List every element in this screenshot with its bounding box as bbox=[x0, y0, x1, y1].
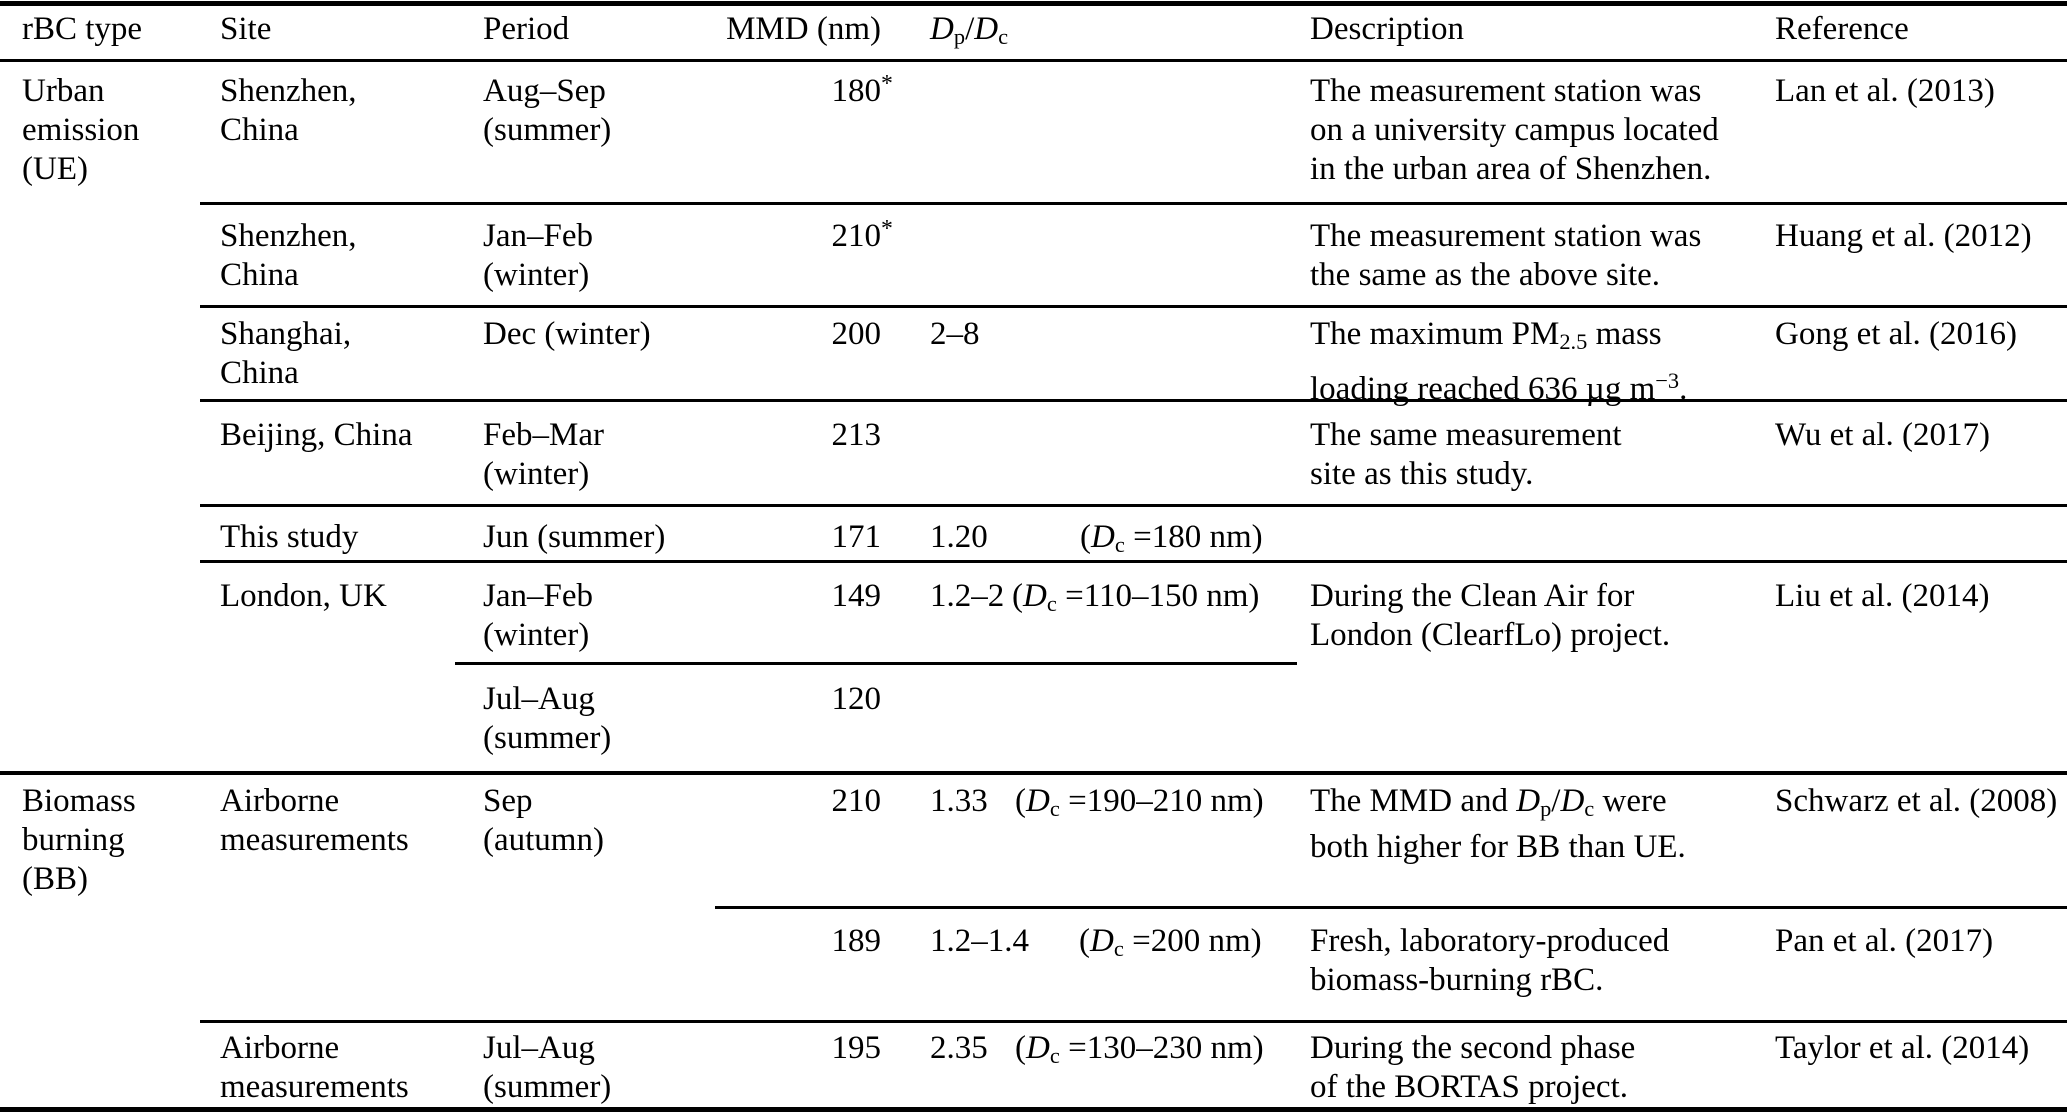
col-header-reference: Reference bbox=[1775, 10, 1909, 49]
col-header-label: MMD (nm) bbox=[726, 11, 881, 47]
col-header-dpdc: Dp/Dc bbox=[930, 11, 1009, 49]
row9-description: Fresh, laboratory-produced biomass-burni… bbox=[1310, 923, 1670, 998]
row1-description: The measurement station was on a univers… bbox=[1310, 73, 1719, 187]
row1-site: Shenzhen, China bbox=[220, 73, 357, 148]
row4-description: The same measurement site as this study. bbox=[1310, 417, 1622, 492]
row-divider bbox=[200, 202, 2067, 205]
row4-mmd: 213 bbox=[831, 417, 882, 453]
row3-period: Dec (winter) bbox=[483, 316, 651, 352]
group-divider bbox=[0, 771, 2067, 775]
row6-mmd: 149 bbox=[831, 578, 882, 614]
col-header-label: rBC type bbox=[22, 11, 143, 47]
row-divider-partial bbox=[715, 906, 2067, 909]
row9-mmd: 189 bbox=[831, 923, 882, 959]
row9-reference: Pan et al. (2017) bbox=[1775, 923, 1994, 959]
row-divider-partial bbox=[455, 662, 1297, 665]
row4-period: Feb–Mar (winter) bbox=[483, 417, 604, 492]
row10-description: During the second phase of the BORTAS pr… bbox=[1310, 1030, 1636, 1105]
row6-dpdc: 1.2–2 (Dc =110–150 nm) bbox=[930, 577, 1310, 616]
dc-range: (Dc =130–230 nm) bbox=[1015, 1030, 1264, 1068]
table-top-rule bbox=[0, 1, 2067, 6]
row1-period: Aug–Sep (summer) bbox=[483, 73, 612, 148]
row8-dpdc: 1.33 (Dc =190–210 nm) bbox=[930, 782, 1310, 821]
row6-reference: Liu et al. (2014) bbox=[1775, 578, 1990, 614]
table-bottom-rule bbox=[0, 1107, 2067, 1112]
row-divider bbox=[200, 1020, 2067, 1023]
row2-mmd: 210* bbox=[831, 216, 893, 254]
row4-reference: Wu et al. (2017) bbox=[1775, 417, 1990, 453]
row10-period: Jul–Aug (summer) bbox=[483, 1030, 612, 1105]
row8-site: Airborne measurements bbox=[220, 783, 409, 858]
row9-dpdc: 1.2–1.4 (Dc =200 nm) bbox=[930, 922, 1310, 961]
row3-site: Shanghai, China bbox=[220, 316, 352, 391]
col-header-site: Site bbox=[220, 10, 271, 49]
row3-description: The maximum PM2.5 mass loading reached 6… bbox=[1310, 316, 1688, 408]
row2-period: Jan–Feb (winter) bbox=[483, 218, 593, 293]
row5-period: Jun (summer) bbox=[483, 519, 666, 555]
row10-reference: Taylor et al. (2014) bbox=[1775, 1030, 2030, 1066]
row8-description: The MMD and Dp/Dc were both higher for B… bbox=[1310, 783, 1686, 865]
dc-range: (Dc =190–210 nm) bbox=[1015, 783, 1264, 821]
row2-site: Shenzhen, China bbox=[220, 218, 357, 293]
row-divider bbox=[200, 399, 2067, 402]
row3-dpdc: 2–8 bbox=[930, 316, 980, 352]
row5-site: This study bbox=[220, 519, 359, 555]
dc-range: (Dc =180 nm) bbox=[1080, 519, 1263, 557]
row10-site: Airborne measurements bbox=[220, 1030, 409, 1105]
header-rule bbox=[0, 59, 2067, 62]
row6-description: During the Clean Air for London (ClearfL… bbox=[1310, 578, 1671, 653]
row-divider bbox=[200, 504, 2067, 507]
row7-period: Jul–Aug (summer) bbox=[483, 681, 612, 756]
row1-mmd: 180* bbox=[831, 71, 893, 109]
row-divider bbox=[200, 305, 2067, 308]
row3-mmd: 200 bbox=[831, 316, 882, 352]
col-header-description: Description bbox=[1310, 10, 1464, 49]
row2-description: The measurement station was the same as … bbox=[1310, 218, 1702, 293]
row2-reference: Huang et al. (2012) bbox=[1775, 218, 2032, 254]
row-divider bbox=[200, 560, 2067, 563]
row8-mmd: 210 bbox=[831, 783, 882, 819]
row6-site: London, UK bbox=[220, 578, 387, 614]
col-header-label: Period bbox=[483, 11, 570, 47]
row3-reference: Gong et al. (2016) bbox=[1775, 316, 2017, 352]
dc-range: (Dc =200 nm) bbox=[1079, 923, 1262, 961]
col-header-label: Site bbox=[220, 11, 272, 47]
dc-range: (Dc =110–150 nm) bbox=[1012, 578, 1260, 616]
group-label-urban-emission: Urban emission (UE) bbox=[22, 73, 140, 187]
row1-reference: Lan et al. (2013) bbox=[1775, 73, 1995, 109]
col-header-period: Period bbox=[483, 10, 569, 49]
group-label-biomass-burning: Biomass burning (BB) bbox=[22, 783, 136, 897]
row8-period: Sep (autumn) bbox=[483, 783, 604, 858]
row5-dpdc: 1.20 (Dc =180 nm) bbox=[930, 518, 1310, 557]
row7-mmd: 120 bbox=[831, 681, 882, 717]
row10-mmd: 195 bbox=[831, 1030, 882, 1066]
row4-site: Beijing, China bbox=[220, 417, 413, 453]
row10-dpdc: 2.35 (Dc =130–230 nm) bbox=[930, 1029, 1310, 1068]
col-header-rbc-type: rBC type bbox=[22, 10, 142, 49]
row8-reference: Schwarz et al. (2008) bbox=[1775, 783, 2058, 819]
row5-mmd: 171 bbox=[831, 519, 882, 555]
col-header-label: Description bbox=[1310, 11, 1464, 47]
col-header-label: Reference bbox=[1775, 11, 1909, 47]
row6-period: Jan–Feb (winter) bbox=[483, 578, 593, 653]
col-header-mmd: MMD (nm) bbox=[691, 10, 881, 49]
